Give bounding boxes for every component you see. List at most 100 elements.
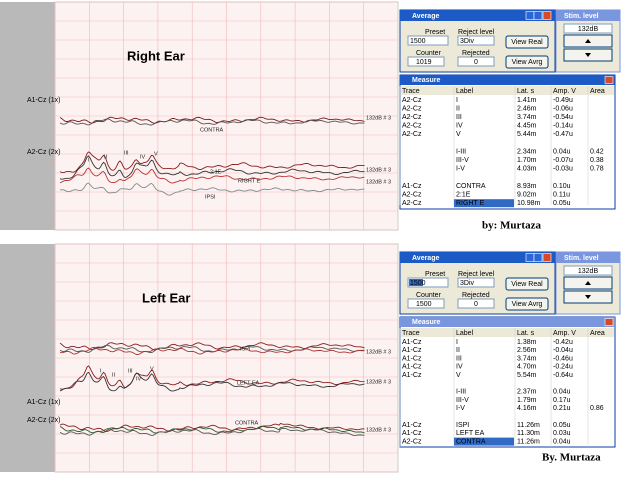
- measure-window: [399, 74, 616, 210]
- selected-cell: [454, 199, 514, 208]
- cell: A1-Cz: [402, 422, 422, 429]
- rejected-value: 0: [474, 59, 478, 66]
- cell: 3.74m: [517, 355, 537, 362]
- trace-label: A1-Cz (1x): [27, 399, 60, 406]
- rejected-box: [457, 56, 495, 67]
- cell: CONTRA: [456, 183, 486, 190]
- cell: I-V: [456, 166, 465, 173]
- window-title: Average: [412, 13, 439, 20]
- window-title: Stim. level: [564, 255, 599, 262]
- column-header: Label: [456, 88, 474, 95]
- button[interactable]: [505, 297, 549, 311]
- wave-label: 132dB # 3: [366, 179, 391, 185]
- cell: 2:1E: [456, 191, 471, 198]
- cell: 0.38: [590, 157, 604, 164]
- cell: 0.11u: [553, 191, 570, 198]
- cell: A2-Cz: [402, 97, 422, 104]
- window-button[interactable]: [525, 11, 535, 20]
- wave-label: V: [154, 151, 158, 157]
- window-button[interactable]: [533, 11, 543, 20]
- cell: 1.70m: [517, 157, 537, 164]
- waveform: [59, 346, 365, 355]
- preset-input[interactable]: [407, 277, 449, 288]
- wave-label: CONTRA: [200, 127, 224, 133]
- stim-box: [563, 23, 613, 34]
- waveform: [59, 116, 365, 124]
- waveform: [59, 427, 365, 436]
- preset-input[interactable]: [407, 35, 449, 46]
- title-bar: [400, 75, 615, 85]
- cell: 2.46m: [517, 105, 537, 112]
- title-bar: [400, 10, 555, 21]
- wave-label: RIGHT E: [238, 178, 261, 184]
- column-header: Amp. V: [553, 88, 576, 95]
- reject-select[interactable]: [457, 35, 495, 46]
- window-button[interactable]: [542, 253, 552, 262]
- field-label: Reject level: [458, 271, 495, 278]
- window-button[interactable]: [542, 11, 552, 20]
- cell: A1-Cz: [402, 347, 422, 354]
- cell: I-III: [456, 389, 466, 396]
- cell: LEFT EA: [456, 430, 485, 437]
- waveform: [59, 167, 365, 184]
- button[interactable]: [505, 55, 549, 69]
- cell: 5.54m: [517, 372, 537, 379]
- wave-label: 132dB # 3: [366, 379, 391, 385]
- window-button[interactable]: [525, 253, 535, 262]
- cell: III-V: [456, 157, 469, 164]
- cell: 2.37m: [517, 389, 537, 396]
- cell: 0.04u: [553, 148, 571, 155]
- trace-strip: [0, 2, 55, 230]
- window-title: Average: [412, 255, 439, 262]
- cell: 8.93m: [517, 183, 537, 190]
- title-bar: [400, 317, 615, 327]
- cell: 3.74m: [517, 114, 537, 121]
- cell: 0.04u: [553, 389, 571, 396]
- field-label: Preset: [425, 271, 445, 278]
- cell: -0.06u: [553, 105, 573, 112]
- wave-label: LEFT EA: [237, 380, 260, 386]
- close-button[interactable]: [604, 76, 614, 84]
- down-arrow: [585, 295, 591, 299]
- cell: A2-Cz: [402, 114, 422, 121]
- cell: -0.14u: [553, 123, 573, 130]
- cell: 0.21u: [553, 405, 571, 412]
- button[interactable]: [505, 35, 549, 49]
- cell: 5.44m: [517, 131, 537, 138]
- cell: A1-Cz: [402, 339, 422, 346]
- column-header: Lat. s: [517, 88, 535, 95]
- rejected-value: 0: [474, 301, 478, 308]
- wave-label: II: [112, 372, 116, 378]
- wave-label: 132dB # 3: [366, 349, 391, 355]
- cell: -0.46u: [553, 355, 573, 362]
- window-title: Stim. level: [564, 13, 599, 20]
- cell: A2-Cz: [402, 191, 422, 198]
- window-title: Measure: [412, 319, 441, 326]
- cell: -0.42u: [553, 339, 573, 346]
- reject-select[interactable]: [457, 277, 495, 288]
- counter-box: [407, 298, 445, 309]
- cell: II: [456, 347, 460, 354]
- cell: A1-Cz: [402, 430, 422, 437]
- cell: -0.24u: [553, 364, 573, 371]
- close-button[interactable]: [604, 318, 614, 326]
- cell: 2.34m: [517, 148, 537, 155]
- cell: A1-Cz: [402, 355, 422, 362]
- waveform: [59, 155, 365, 180]
- button-label: View Real: [511, 39, 543, 46]
- column-header: Amp. V: [553, 330, 576, 337]
- title-bar: [556, 252, 620, 263]
- button-label: View Real: [511, 281, 543, 288]
- trace-label: A1-Cz (1x): [27, 97, 60, 104]
- cell: -0.03u: [553, 166, 573, 173]
- cell: I-V: [456, 405, 465, 412]
- cell: 11.30m: [517, 430, 540, 437]
- window-button[interactable]: [533, 253, 543, 262]
- preset-value: 1500: [410, 38, 426, 45]
- cell: 4.03m: [517, 166, 537, 173]
- field-label: Reject level: [458, 29, 495, 36]
- button[interactable]: [505, 277, 549, 291]
- wave-label: 132dB # 3: [366, 167, 391, 173]
- cell: A2-Cz: [402, 123, 422, 130]
- cell: 11.26m: [517, 422, 540, 429]
